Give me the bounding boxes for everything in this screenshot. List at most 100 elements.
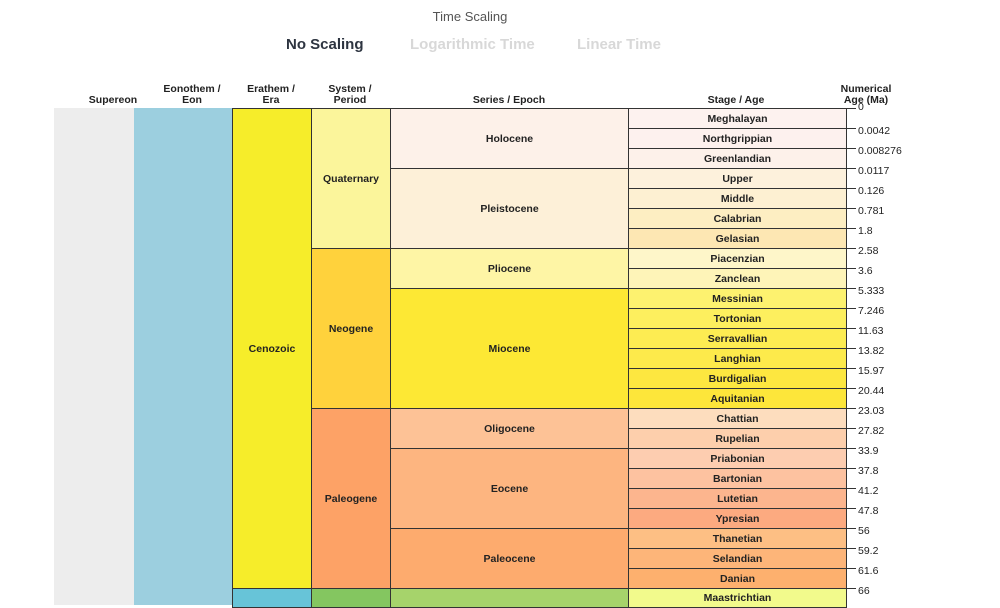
epoch-paleocene[interactable]: Paleocene — [390, 528, 629, 589]
age-label: 0.0117 — [858, 165, 890, 177]
stage-rupelian[interactable]: Rupelian — [628, 428, 847, 449]
stage-selandian-label: Selandian — [712, 552, 763, 565]
eon-column[interactable] — [134, 108, 232, 605]
period-neogene[interactable]: Neogene — [311, 248, 391, 409]
epoch-paleocene-label: Paleocene — [483, 552, 536, 565]
stage-piacenzian[interactable]: Piacenzian — [628, 248, 847, 269]
age-label: 7.246 — [858, 305, 885, 317]
stage-langhian[interactable]: Langhian — [628, 348, 847, 369]
age-tick — [846, 588, 856, 589]
stage-gelasian[interactable]: Gelasian — [628, 228, 847, 249]
age-label: 1.8 — [858, 225, 873, 237]
stage-burdigalian-label: Burdigalian — [708, 372, 767, 385]
header-numerical-age: Numerical Age (Ma) — [840, 83, 892, 106]
header-supereon: Supereon — [88, 94, 138, 106]
epoch-pliocene-label: Pliocene — [487, 262, 532, 275]
period-paleogene[interactable]: Paleogene — [311, 408, 391, 589]
age-tick — [846, 348, 856, 349]
age-tick — [846, 168, 856, 169]
age-tick — [846, 288, 856, 289]
stage-thanetian[interactable]: Thanetian — [628, 528, 847, 549]
age-tick — [846, 268, 856, 269]
stage-aquitanian[interactable]: Aquitanian — [628, 388, 847, 409]
era-partial-1[interactable] — [232, 588, 312, 608]
stage-tortonian[interactable]: Tortonian — [628, 308, 847, 329]
stage-serravallian-label: Serravallian — [707, 332, 768, 345]
age-label: 23.03 — [858, 405, 885, 417]
age-label: 61.6 — [858, 565, 879, 577]
age-tick — [846, 528, 856, 529]
age-tick — [846, 368, 856, 369]
age-label: 20.44 — [858, 385, 885, 397]
epoch-partial-7[interactable] — [390, 588, 629, 608]
stage-middle[interactable]: Middle — [628, 188, 847, 209]
stage-zanclean[interactable]: Zanclean — [628, 268, 847, 289]
linear-time-tab[interactable]: Linear Time — [577, 36, 661, 53]
period-partial-3[interactable] — [311, 588, 391, 608]
stage-greenlandian-label: Greenlandian — [703, 152, 772, 165]
stage-middle-label: Middle — [720, 192, 755, 205]
age-tick — [846, 448, 856, 449]
epoch-pleistocene[interactable]: Pleistocene — [390, 168, 629, 249]
header-eon: Eonothem / Eon — [163, 83, 221, 106]
no-scaling-tab[interactable]: No Scaling — [286, 36, 364, 53]
stage-maastrichtian[interactable]: Maastrichtian — [628, 588, 847, 608]
epoch-eocene[interactable]: Eocene — [390, 448, 629, 529]
age-tick — [846, 128, 856, 129]
stage-chattian[interactable]: Chattian — [628, 408, 847, 429]
age-tick — [846, 148, 856, 149]
age-label: 0.008276 — [858, 145, 902, 157]
stage-meghalayan[interactable]: Meghalayan — [628, 108, 847, 129]
stage-langhian-label: Langhian — [714, 352, 761, 365]
epoch-pliocene[interactable]: Pliocene — [390, 248, 629, 289]
age-tick — [846, 248, 856, 249]
age-tick — [846, 408, 856, 409]
period-neogene-label: Neogene — [328, 322, 374, 335]
age-tick — [846, 108, 856, 109]
stage-greenlandian[interactable]: Greenlandian — [628, 148, 847, 169]
age-label: 3.6 — [858, 265, 873, 277]
age-label: 41.2 — [858, 485, 879, 497]
stage-ypresian[interactable]: Ypresian — [628, 508, 847, 529]
stage-selandian[interactable]: Selandian — [628, 548, 847, 569]
stage-lutetian-label: Lutetian — [717, 492, 758, 505]
age-tick — [846, 488, 856, 489]
stage-serravallian[interactable]: Serravallian — [628, 328, 847, 349]
supereon-column[interactable] — [54, 108, 134, 605]
age-tick — [846, 208, 856, 209]
age-label: 13.82 — [858, 345, 885, 357]
age-label: 11.63 — [858, 325, 884, 337]
stage-messinian[interactable]: Messinian — [628, 288, 847, 309]
epoch-miocene[interactable]: Miocene — [390, 288, 629, 409]
stage-bartonian-label: Bartonian — [712, 472, 762, 485]
epoch-holocene[interactable]: Holocene — [390, 108, 629, 169]
age-tick — [846, 468, 856, 469]
period-quaternary-label: Quaternary — [322, 172, 380, 185]
stage-bartonian[interactable]: Bartonian — [628, 468, 847, 489]
header-period: System / Period — [328, 83, 372, 106]
stage-lutetian[interactable]: Lutetian — [628, 488, 847, 509]
stage-gelasian-label: Gelasian — [715, 232, 760, 245]
stage-upper[interactable]: Upper — [628, 168, 847, 189]
stage-burdigalian[interactable]: Burdigalian — [628, 368, 847, 389]
stage-calabrian-label: Calabrian — [713, 212, 762, 225]
logarithmic-time-tab[interactable]: Logarithmic Time — [410, 36, 535, 53]
age-tick — [846, 388, 856, 389]
era-cenozoic[interactable]: Cenozoic — [232, 108, 312, 589]
header-epoch: Series / Epoch — [472, 94, 546, 106]
stage-priabonian-label: Priabonian — [710, 452, 765, 465]
epoch-oligocene[interactable]: Oligocene — [390, 408, 629, 449]
age-tick — [846, 548, 856, 549]
age-label: 33.9 — [858, 445, 879, 457]
header-era: Erathem / Era — [247, 83, 295, 106]
stage-priabonian[interactable]: Priabonian — [628, 448, 847, 469]
stage-ypresian-label: Ypresian — [715, 512, 760, 525]
period-quaternary[interactable]: Quaternary — [311, 108, 391, 249]
epoch-pleistocene-label: Pleistocene — [480, 202, 539, 215]
stage-northgrippian[interactable]: Northgrippian — [628, 128, 847, 149]
age-label: 56 — [858, 525, 870, 537]
stage-thanetian-label: Thanetian — [712, 532, 763, 545]
era-cenozoic-label: Cenozoic — [248, 342, 296, 355]
stage-calabrian[interactable]: Calabrian — [628, 208, 847, 229]
stage-danian[interactable]: Danian — [628, 568, 847, 589]
